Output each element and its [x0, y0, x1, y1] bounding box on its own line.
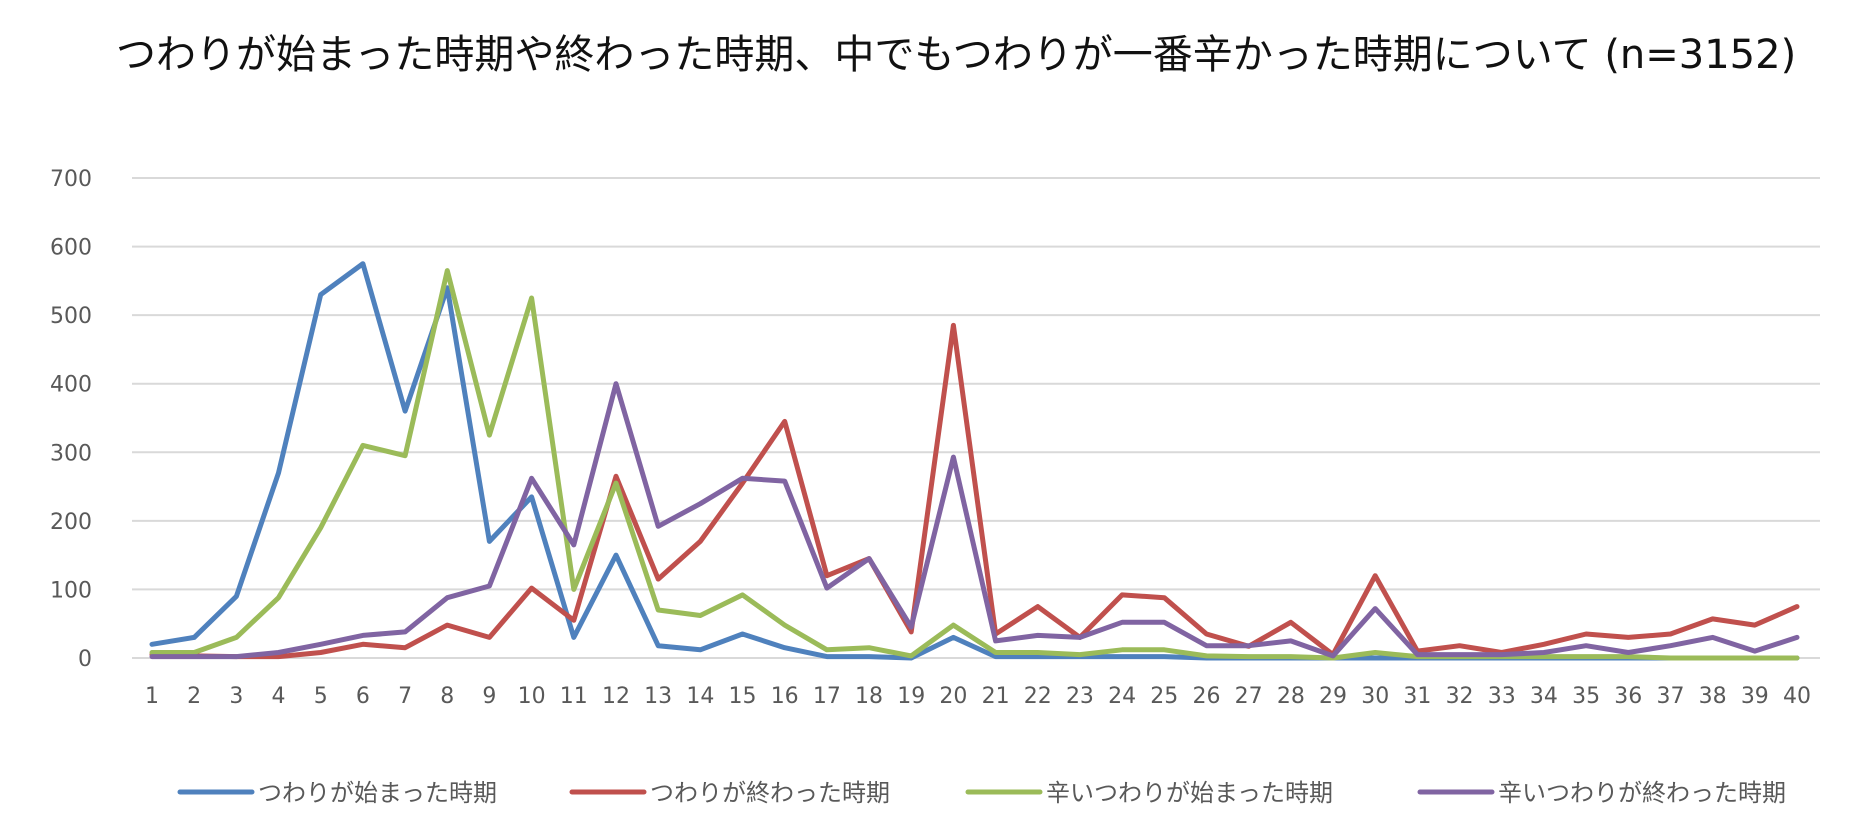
series-line-3: [149, 268, 1800, 661]
x-tick-label: 24: [1108, 684, 1136, 709]
x-tick-label: 10: [518, 684, 546, 709]
legend-label-2: つわりが終わった時期: [650, 779, 890, 807]
legend: つわりが始まった時期 つわりが終わった時期 辛いつわりが始まった時期 辛いつわりが終わ…: [177, 779, 1786, 807]
x-tick-label: 18: [855, 684, 883, 709]
chart-title: つわりが始まった時期や終わった時期、中でもつわりが一番辛かった時期について (n…: [116, 32, 1797, 78]
x-tick-label: 2: [187, 684, 201, 709]
x-tick-label: 9: [482, 684, 496, 709]
x-tick-label: 32: [1446, 684, 1474, 709]
x-tick-label: 11: [560, 684, 588, 709]
x-tick-label: 6: [356, 684, 370, 709]
x-tick-label: 5: [314, 684, 328, 709]
x-tick-label: 12: [602, 684, 630, 709]
x-axis-ticks: 1 2 3 4 5 6 7 8 9 10 11 12 13 14 15 16 17 18 19 20 21 22 23 24 2…: [145, 684, 1811, 709]
x-tick-label: 40: [1783, 684, 1811, 709]
legend-label-1: つわりが始まった時期: [258, 779, 497, 807]
y-tick-label: 100: [50, 578, 92, 603]
y-axis-ticks: 0 100 200 300 400 500 600 700: [50, 167, 92, 672]
series-line-2: [149, 322, 1800, 660]
x-tick-label: 33: [1488, 684, 1516, 709]
x-tick-label: 25: [1150, 684, 1178, 709]
x-tick-label: 34: [1530, 684, 1558, 709]
y-tick-label: 400: [50, 373, 92, 398]
y-tick-label: 200: [50, 510, 92, 535]
x-tick-label: 29: [1319, 684, 1347, 709]
series-lines: [149, 261, 1800, 661]
x-tick-label: 30: [1361, 684, 1389, 709]
x-tick-label: 7: [398, 684, 412, 709]
x-tick-label: 37: [1656, 684, 1684, 709]
y-tick-label: 0: [78, 647, 92, 672]
x-tick-label: 39: [1741, 684, 1769, 709]
x-tick-label: 8: [440, 684, 454, 709]
gridlines: [132, 177, 1820, 659]
x-tick-label: 35: [1572, 684, 1600, 709]
series-line-1: [149, 261, 1800, 661]
x-tick-label: 28: [1277, 684, 1305, 709]
x-tick-label: 22: [1024, 684, 1052, 709]
x-tick-label: 19: [897, 684, 925, 709]
x-tick-label: 38: [1699, 684, 1727, 709]
x-tick-label: 21: [982, 684, 1010, 709]
x-tick-label: 13: [644, 684, 672, 709]
x-tick-label: 20: [939, 684, 967, 709]
x-tick-label: 17: [813, 684, 841, 709]
x-tick-label: 36: [1614, 684, 1642, 709]
y-tick-label: 700: [50, 167, 92, 192]
legend-label-3: 辛いつわりが始まった時期: [1046, 779, 1333, 807]
x-tick-label: 15: [729, 684, 757, 709]
x-tick-label: 27: [1235, 684, 1263, 709]
x-tick-label: 14: [686, 684, 714, 709]
series-line-4: [149, 381, 1800, 660]
y-tick-label: 300: [50, 441, 92, 466]
y-tick-label: 600: [50, 236, 92, 261]
x-tick-label: 26: [1192, 684, 1220, 709]
x-tick-label: 16: [771, 684, 799, 709]
y-tick-label: 500: [50, 304, 92, 329]
x-tick-label: 3: [229, 684, 243, 709]
x-tick-label: 4: [272, 684, 286, 709]
x-tick-label: 31: [1403, 684, 1431, 709]
x-tick-label: 23: [1066, 684, 1094, 709]
legend-label-4: 辛いつわりが終わった時期: [1498, 779, 1786, 807]
x-tick-label: 1: [145, 684, 159, 709]
